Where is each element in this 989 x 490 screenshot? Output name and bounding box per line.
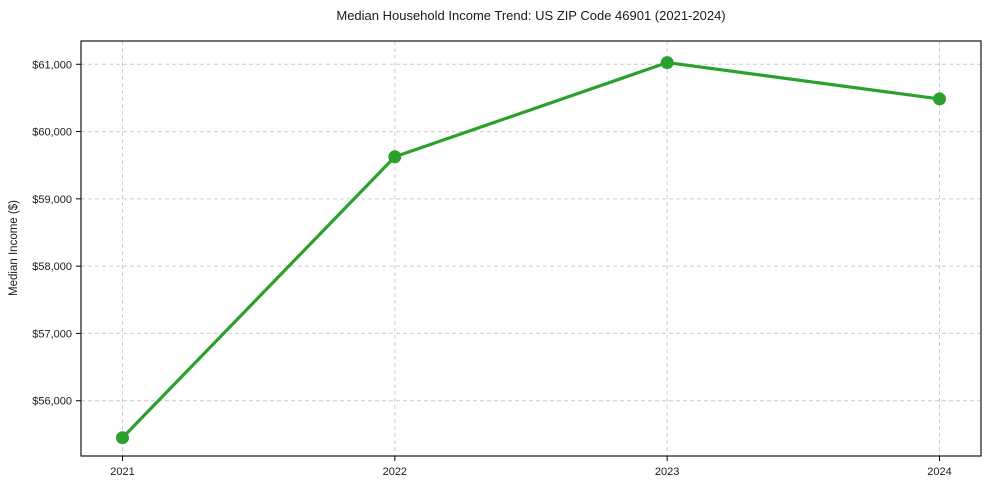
x-tick-label: 2024 (927, 466, 951, 478)
y-tick-label: $59,000 (32, 194, 72, 206)
data-point-2021 (116, 431, 129, 445)
chart-title: Median Household Income Trend: US ZIP Co… (336, 8, 726, 23)
x-tick-label: 2023 (655, 466, 679, 478)
axes-frame (80, 40, 982, 457)
y-tick-label: $61,000 (32, 59, 72, 71)
y-tick-label: $57,000 (32, 328, 72, 340)
x-tick-label: 2022 (383, 466, 407, 478)
data-point-2023 (660, 56, 674, 70)
y-tick-label: $56,000 (32, 396, 72, 408)
y-tick-label: $58,000 (32, 261, 72, 273)
trend-line (120, 60, 942, 440)
y-tick-label: $60,000 (32, 127, 72, 139)
x-tick-label: 2021 (110, 466, 134, 478)
data-point-2024 (933, 92, 946, 106)
data-point-2022 (388, 150, 402, 164)
